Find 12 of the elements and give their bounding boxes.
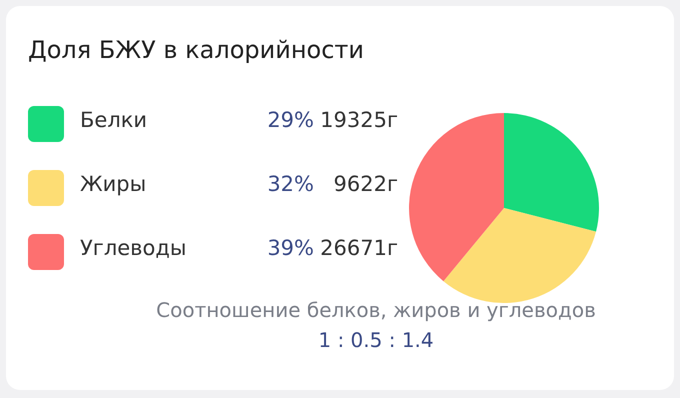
chart-title: Доля БЖУ в калорийности [28, 36, 364, 64]
data-label: 32% [267, 172, 314, 196]
text: 19325г [320, 108, 398, 132]
data-label: 39% [267, 236, 314, 260]
text: 9622г [334, 172, 398, 196]
text: 1 : 0.5 : 1.4 [317, 328, 435, 352]
legend-label: Белки [80, 108, 148, 132]
legend-label: Углеводы [80, 236, 186, 260]
text: 26671г [320, 236, 398, 260]
legend-label: Жиры [80, 172, 146, 196]
data-label: 29% [267, 108, 314, 132]
text: Соотношение белков, жиров и углеводов [155, 298, 597, 322]
